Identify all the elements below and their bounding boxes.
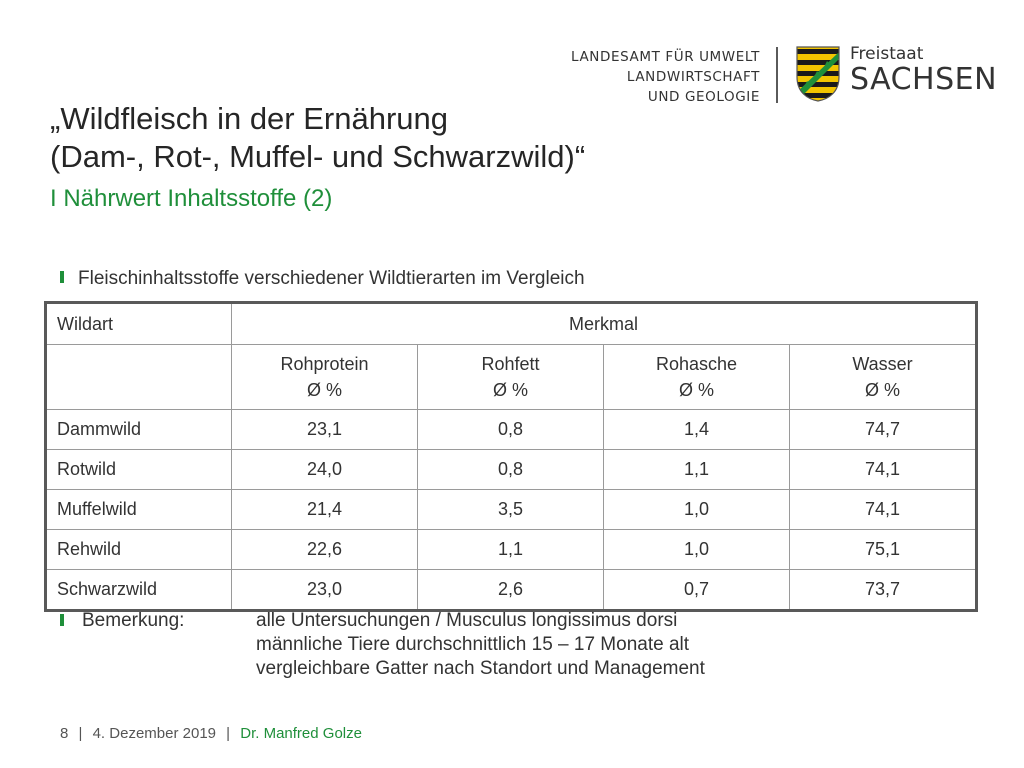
cell-wasser: 74,7 (788, 409, 978, 450)
table-row: Rotwild 24,0 0,8 1,1 74,1 (45, 449, 978, 490)
table-row: Schwarzwild 23,0 2,6 0,7 73,7 (45, 569, 978, 611)
cell-rohasche: 0,7 (603, 569, 790, 611)
subheader-empty (45, 344, 232, 410)
footer-separator: | (78, 725, 83, 742)
cell-rohfett: 1,1 (417, 529, 604, 570)
remark-lines: alle Untersuchungen / Musculus longissim… (256, 609, 705, 681)
cell-rohprotein: 21,4 (231, 489, 418, 530)
cell-rohprotein: 23,0 (231, 569, 418, 611)
subheader-rohprotein: Rohprotein Ø % (231, 344, 418, 410)
state-line-2: SACHSEN (850, 62, 998, 97)
header-wildart: Wildart (45, 302, 232, 345)
remark-label: Bemerkung: (82, 610, 185, 631)
cell-wildart: Schwarzwild (45, 569, 232, 611)
table-row: Rehwild 22,6 1,1 1,0 75,1 (45, 529, 978, 570)
cell-rohasche: 1,1 (603, 449, 790, 490)
bullet-marker (60, 271, 64, 283)
bullet-marker (60, 614, 64, 626)
cell-wasser: 74,1 (788, 449, 978, 490)
agency-line-2: LANDWIRTSCHAFT (626, 69, 760, 85)
table-header-row: Wildart Merkmal (45, 302, 978, 345)
cell-wasser: 75,1 (788, 529, 978, 570)
cell-wasser: 74,1 (788, 489, 978, 530)
cell-rohprotein: 24,0 (231, 449, 418, 490)
page-subtitle: I Nährwert Inhaltsstoffe (2) (50, 185, 333, 212)
table-row: Muffelwild 21,4 3,5 1,0 74,1 (45, 489, 978, 530)
agency-line-1: LANDESAMT FÜR UMWELT (571, 49, 760, 65)
cell-rohasche: 1,0 (603, 529, 790, 570)
footer-separator: | (226, 725, 231, 742)
subheader-wasser: Wasser Ø % (788, 344, 978, 410)
cell-rohfett: 2,6 (417, 569, 604, 611)
state-name: Freistaat SACHSEN (850, 44, 997, 96)
cell-rohfett: 0,8 (417, 449, 604, 490)
page-title: „Wildfleisch in der Ernährung (Dam-, Rot… (50, 100, 585, 176)
cell-rohfett: 3,5 (417, 489, 604, 530)
agency-line-3: UND GEOLOGIE (647, 89, 760, 105)
cell-rohfett: 0,8 (417, 409, 604, 450)
page-number: 8 (60, 725, 69, 742)
cell-wildart: Rotwild (45, 449, 232, 490)
remark-line-3: vergleichbare Gatter nach Standort und M… (256, 658, 705, 679)
cell-wasser: 73,7 (788, 569, 978, 611)
agency-name: LANDESAMT FÜR UMWELT LANDWIRTSCHAFT UND … (548, 47, 760, 107)
title-line-1: „Wildfleisch in der Ernährung (50, 101, 449, 136)
saxony-coat-of-arms-icon (796, 46, 840, 102)
subheader-rohasche: Rohasche Ø % (603, 344, 790, 410)
cell-wildart: Muffelwild (45, 489, 232, 530)
cell-rohasche: 1,4 (603, 409, 790, 450)
footer-author: Dr. Manfred Golze (240, 725, 362, 742)
table-row: Dammwild 23,1 0,8 1,4 74,7 (45, 409, 978, 450)
state-line-1: Freistaat (850, 44, 924, 64)
footer: 8 | 4. Dezember 2019 | Dr. Manfred Golze (60, 724, 362, 744)
cell-rohasche: 1,0 (603, 489, 790, 530)
nutrient-table: Wildart Merkmal Rohprotein Ø % Rohfett Ø %… (44, 301, 979, 612)
cell-rohprotein: 23,1 (231, 409, 418, 450)
subheader-rohfett: Rohfett Ø % (417, 344, 604, 410)
cell-wildart: Dammwild (45, 409, 232, 450)
cell-rohprotein: 22,6 (231, 529, 418, 570)
table-subheader-row: Rohprotein Ø % Rohfett Ø % Rohasche Ø % Was… (45, 344, 978, 410)
remark-line-2: männliche Tiere durchschnittlich 15 – 17… (256, 634, 690, 655)
title-line-2: (Dam-, Rot-, Muffel- und Schwarzwild)“ (50, 139, 586, 174)
footer-date: 4. Dezember 2019 (92, 725, 216, 742)
header-merkmal: Merkmal (230, 302, 978, 345)
cell-wildart: Rehwild (45, 529, 232, 570)
lead-text: Fleischinhaltsstoffe verschiedener Wildt… (78, 268, 585, 289)
remark-line-1: alle Untersuchungen / Musculus longissim… (256, 610, 678, 631)
logo-divider (776, 47, 778, 103)
